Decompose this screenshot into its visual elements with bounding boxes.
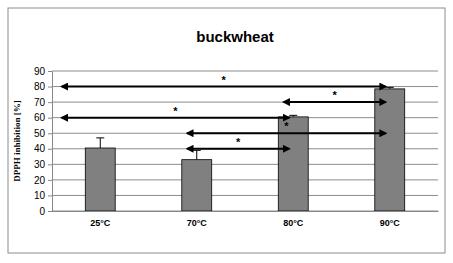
- error-cap: [96, 137, 104, 138]
- x-axis-line: [53, 211, 439, 212]
- y-tick-mark: [48, 71, 52, 72]
- error-bar: [386, 87, 394, 89]
- significance-arrow: [187, 148, 289, 150]
- y-tick-label: 80: [34, 81, 46, 92]
- y-tick-label: 50: [34, 128, 46, 139]
- y-tick-label: 40: [34, 143, 46, 154]
- y-tick-mark: [48, 180, 52, 181]
- bar: [278, 117, 308, 211]
- significance-arrow: [62, 117, 290, 119]
- y-tick: 40: [34, 143, 52, 154]
- y-tick-mark: [48, 102, 52, 103]
- y-tick-label: 70: [34, 97, 46, 108]
- grid-line: [52, 133, 438, 134]
- x-tick: 25°C: [90, 211, 111, 228]
- y-tick-label: 30: [34, 159, 46, 170]
- error-stem: [196, 150, 197, 159]
- x-tick: 80°C: [283, 211, 304, 228]
- grid-line: [52, 102, 438, 103]
- grid-line: [52, 71, 438, 72]
- y-tick-label: 60: [34, 112, 46, 123]
- significance-label: *: [284, 120, 289, 132]
- y-axis: 0 10 20 30 40 50 60 70 80 90: [34, 66, 53, 217]
- y-tick-mark: [48, 211, 52, 212]
- significance-label: *: [173, 105, 178, 117]
- y-tick-mark: [48, 87, 52, 88]
- x-tick: 70°C: [187, 211, 208, 228]
- chart-frame: [8, 8, 445, 253]
- y-tick: 70: [34, 97, 52, 108]
- x-tick: 90°C: [380, 211, 401, 228]
- y-tick-mark: [48, 133, 52, 134]
- y-tick-label: 10: [34, 190, 46, 201]
- chart-title: buckwheat: [196, 28, 274, 45]
- x-tick-label: 25°C: [90, 218, 111, 228]
- significance-label: *: [236, 136, 241, 148]
- chart: 0 10 20 30 40 50 60 70 80 90 25°C 70°C 80°C 90°C * * * * *…: [0, 0, 453, 263]
- significance-arrow: [284, 101, 386, 103]
- bar: [85, 148, 115, 211]
- y-tick: 20: [34, 175, 52, 186]
- y-tick: 50: [34, 128, 52, 139]
- y-tick: 80: [34, 81, 52, 92]
- x-tick-label: 70°C: [187, 218, 208, 228]
- y-tick-mark: [48, 195, 52, 196]
- y-tick-label: 0: [39, 206, 45, 217]
- y-axis-title: DPPH inhibition [%]: [12, 100, 22, 182]
- y-tick-mark: [48, 149, 52, 150]
- error-bar: [289, 115, 297, 117]
- grid-line: [52, 86, 438, 87]
- y-tick: 90: [34, 66, 52, 77]
- bar: [375, 89, 405, 211]
- error-stem: [100, 138, 101, 148]
- bar: [182, 160, 212, 211]
- y-tick: 0: [39, 206, 52, 217]
- error-cap: [193, 150, 201, 151]
- y-axis-line: [48, 72, 53, 212]
- y-tick: 10: [34, 190, 52, 201]
- plot-area: [62, 87, 405, 211]
- y-tick-label: 20: [34, 175, 46, 186]
- significance-arrow: [62, 86, 386, 88]
- error-cap: [386, 87, 394, 88]
- significance-arrow: [187, 132, 386, 134]
- y-tick-mark: [48, 118, 52, 119]
- significance-label: *: [333, 89, 338, 101]
- error-bar: [193, 150, 201, 159]
- y-tick-mark: [48, 164, 52, 165]
- x-tick-label: 80°C: [283, 218, 304, 228]
- error-cap: [289, 115, 297, 116]
- x-tick-label: 90°C: [380, 218, 401, 228]
- error-bar: [96, 138, 104, 148]
- y-tick: 30: [34, 159, 52, 170]
- y-tick: 60: [34, 112, 52, 123]
- grid: [52, 71, 438, 211]
- significance-label: *: [222, 74, 227, 86]
- x-axis: 25°C 70°C 80°C 90°C: [53, 211, 439, 228]
- y-tick-label: 90: [34, 66, 46, 77]
